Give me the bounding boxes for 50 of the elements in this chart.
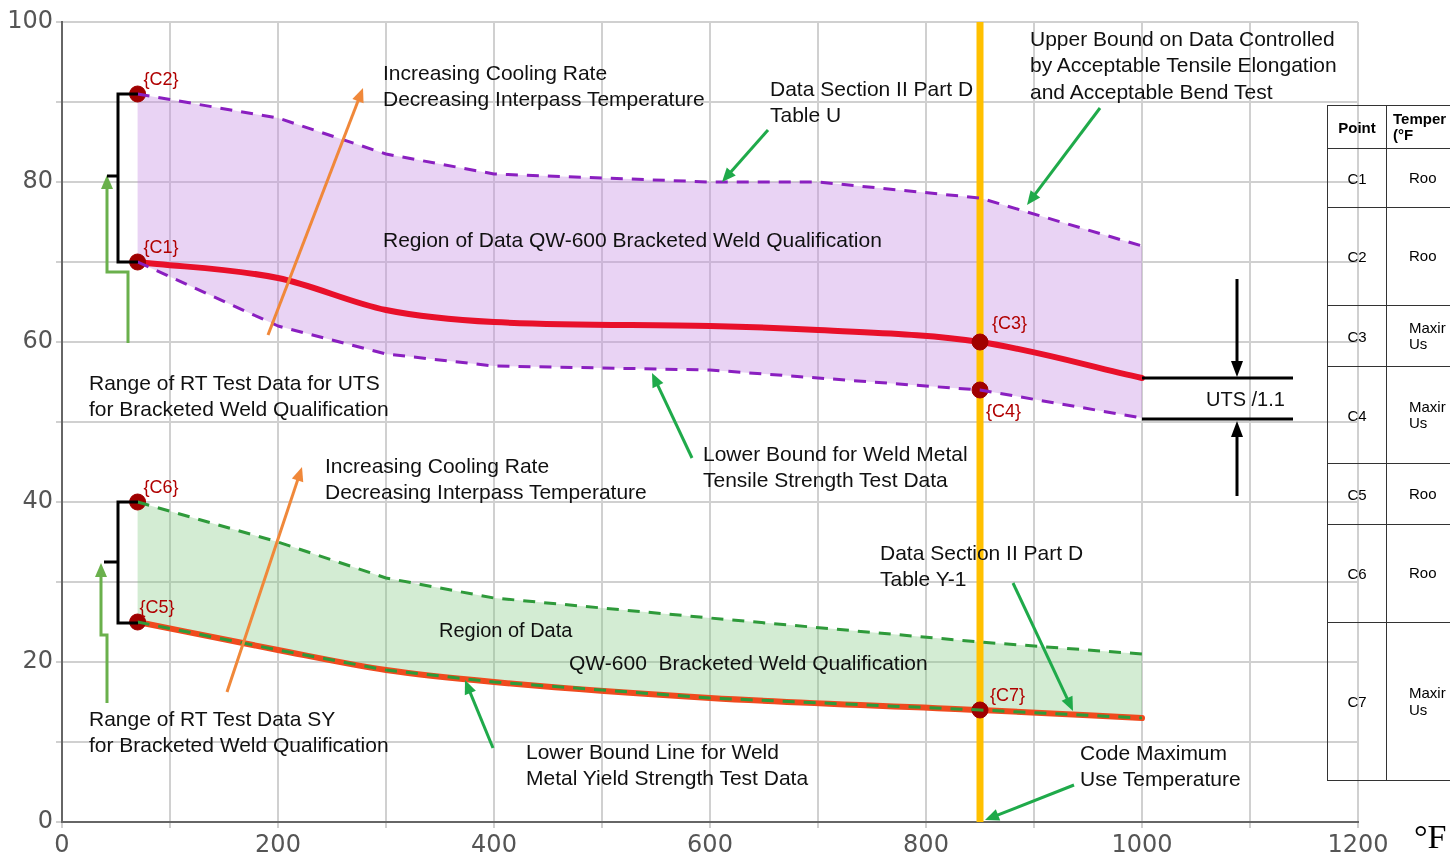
annotation: Upper Bound on Data Controlled by Acceptable Tensile Elongation and Acceptable Bend Test (1030, 26, 1337, 105)
annotation: C4 (1327, 366, 1387, 464)
annotation: C2 (1327, 207, 1387, 306)
annotation: QW-600 Bracketed Weld Qualification (569, 650, 928, 676)
point (971, 333, 989, 351)
data-label: {C7} (990, 684, 1026, 705)
y-tick-label: 20 (22, 646, 53, 675)
text: Maxir Us (1386, 622, 1450, 781)
annotation: Code Maximum Use Temperature (1080, 740, 1241, 793)
annotation: Region of Data QW-600 Bracketed Weld Qualification (383, 227, 882, 253)
text: Maxir Us (1386, 305, 1450, 367)
data-label: {C6} (143, 476, 179, 497)
text: Roo (1386, 207, 1450, 306)
data-label: {C5} (139, 596, 175, 617)
x-tick-label: 1000 (1111, 829, 1173, 858)
text: Roo (1386, 524, 1450, 623)
text: Roo (1386, 463, 1450, 525)
x-tick-label: 600 (687, 829, 733, 858)
data-label: {C4} (986, 400, 1022, 421)
y-tick-label: 60 (22, 326, 53, 355)
annotation: Lower Bound Line for Weld Metal Yield Strength Test Data (526, 739, 809, 792)
annotation: C7 (1327, 622, 1387, 781)
text: Temper (°F (1386, 105, 1450, 149)
annotation: C3 (1327, 305, 1387, 367)
text: Maxir Us (1386, 366, 1450, 464)
text: Roo (1386, 148, 1450, 208)
annotation: Increasing Cooling Rate Decreasing Interpass Temperature (325, 453, 647, 506)
y-tick-label: 80 (22, 166, 53, 195)
x-tick-label: 1200 (1327, 829, 1389, 858)
annotation: Region of Data (439, 618, 573, 643)
annotation: Increasing Cooling Rate Decreasing Interpass Temperature (383, 60, 705, 113)
annotation: Point (1327, 105, 1387, 149)
y-tick-label: 40 (22, 486, 53, 515)
annotation: C6 (1327, 524, 1387, 623)
annotation: Data Section II Part D Table U (770, 76, 974, 129)
annotation: C5 (1327, 463, 1387, 525)
y-tick-label: 100 (7, 6, 53, 35)
x-tick-label: 200 (255, 829, 301, 858)
y-tick-label: 0 (37, 806, 53, 835)
x-axis-title: °F (1414, 818, 1447, 856)
annotation: C1 (1327, 148, 1387, 208)
data-label: {C2} (143, 68, 179, 89)
data-label: {C1} (143, 236, 179, 257)
annotation: Lower Bound for Weld Metal Tensile Strength Test Data (703, 441, 968, 494)
x-tick-label: 800 (903, 829, 949, 858)
annotation: UTS /1.1 (1206, 387, 1285, 412)
annotation: Range of RT Test Data SY for Bracketed Weld Qualification (89, 706, 389, 759)
x-tick-label: 400 (471, 829, 517, 858)
data-label: {C3} (992, 312, 1028, 333)
annotation: Range of RT Test Data for UTS for Bracketed Weld Qualification (89, 370, 389, 423)
